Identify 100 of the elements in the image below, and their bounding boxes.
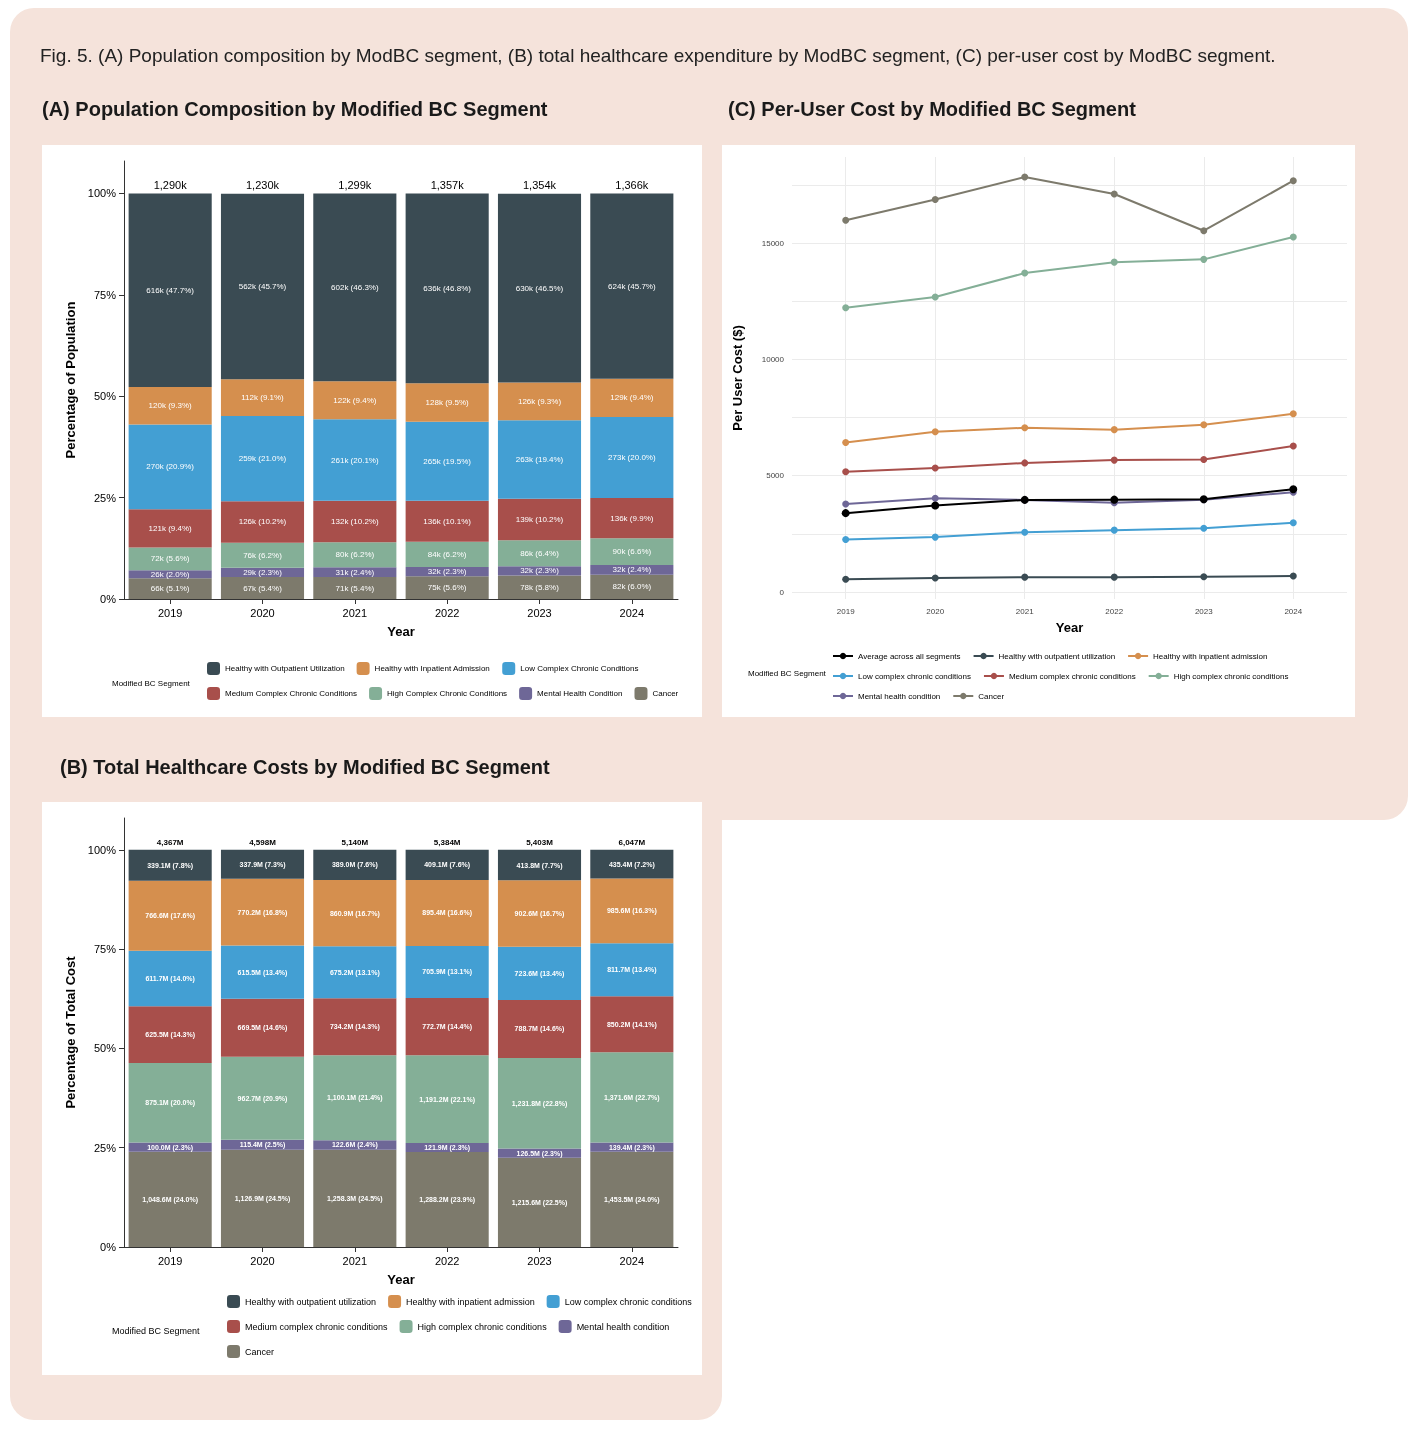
y-axis-title: Percentage of Population — [62, 301, 78, 459]
data-label: 263k (19.4%) — [515, 454, 564, 464]
annotation: 1,354k — [522, 178, 557, 191]
point — [1021, 573, 1029, 581]
bar — [405, 421, 489, 501]
point — [841, 509, 850, 518]
point — [1289, 233, 1297, 241]
bar — [590, 574, 674, 599]
point — [1289, 442, 1297, 450]
bar — [313, 381, 397, 420]
bar — [313, 193, 397, 382]
legend-label: Cancer — [652, 689, 679, 698]
x-tick-label: 2019 — [836, 606, 856, 616]
legend-title: Modified BC Segment — [112, 678, 191, 688]
chart-title: (C) Per-User Cost by Modified BC Segment — [728, 98, 1136, 121]
legend-label: Healthy with outpatient utilization — [245, 1296, 377, 1307]
bar — [220, 416, 305, 502]
annotation: 4,598M — [249, 838, 277, 848]
data-label: 29k (2.3%) — [243, 567, 283, 577]
data-label: 26k (2.0%) — [150, 569, 190, 579]
x-tick-label: 2023 — [1194, 606, 1214, 616]
bar — [128, 849, 212, 881]
bar — [313, 542, 397, 568]
x-tick-label: 2019 — [157, 1254, 183, 1267]
bar — [128, 880, 212, 951]
x-tick-label: 2020 — [250, 606, 275, 619]
point — [1289, 410, 1297, 418]
bar — [128, 1151, 212, 1247]
y-tick-label: 25% — [93, 491, 117, 504]
bar — [497, 849, 582, 881]
x-tick-label: 2022 — [434, 1254, 460, 1267]
legend-label: Healthy with Inpatient Admission — [374, 664, 490, 673]
annotation: 4,367M — [156, 838, 184, 848]
point — [842, 500, 850, 508]
bar — [313, 577, 397, 599]
point — [931, 494, 939, 502]
legend-label: Healthy with outpatient utilization — [998, 651, 1116, 661]
bar — [590, 378, 674, 417]
point — [842, 304, 850, 312]
bar — [313, 946, 397, 999]
point — [931, 196, 939, 204]
x-tick-label: 2021 — [342, 606, 368, 619]
bar — [313, 419, 397, 501]
bar — [313, 500, 397, 543]
annotation: 1,290k — [153, 178, 188, 191]
x-tick-label: 2024 — [619, 606, 645, 619]
y-tick-label: 0% — [100, 1241, 117, 1253]
bar — [497, 946, 582, 1000]
bar — [405, 879, 489, 946]
bar — [128, 578, 212, 599]
point — [1289, 519, 1297, 527]
legend-label: Low complex chronic conditions — [858, 671, 971, 681]
bar — [590, 498, 674, 539]
y-tick-label: 50% — [93, 390, 117, 403]
bar — [128, 547, 212, 571]
point — [1021, 528, 1029, 536]
point — [842, 438, 850, 446]
legend-label: Low Complex Chronic Conditions — [520, 664, 639, 673]
bar — [405, 383, 489, 422]
point — [1200, 455, 1208, 463]
bar — [497, 575, 582, 599]
bar — [497, 999, 582, 1058]
data-label: 132k (10.2%) — [331, 517, 379, 527]
bar — [405, 1152, 489, 1247]
point — [842, 575, 850, 583]
annotation: 5,403M — [526, 838, 554, 848]
bar — [405, 500, 489, 542]
legend-label: Medium complex chronic conditions — [245, 1321, 389, 1332]
data-label: 32k (2.3%) — [520, 566, 560, 576]
bar — [220, 878, 305, 946]
bar — [313, 1149, 397, 1247]
x-tick-label: 2022 — [1105, 606, 1124, 616]
data-label: 120k (9.3%) — [148, 401, 193, 411]
y-tick-label: 75% — [93, 943, 117, 956]
bar — [220, 577, 305, 599]
bar — [590, 538, 674, 565]
bar — [590, 878, 674, 944]
point — [1200, 227, 1208, 235]
annotation: 1,299k — [338, 178, 372, 191]
y-tick-label: 5000 — [766, 471, 785, 481]
annotation: 6,047M — [618, 838, 646, 848]
data-label: 139k (10.2%) — [515, 515, 564, 525]
chart-title: (B) Total Healthcare Costs by Modified BC Segment — [60, 756, 550, 779]
bar — [405, 541, 489, 567]
annotation: 5,384M — [433, 838, 461, 848]
point — [1200, 524, 1208, 532]
legend-label: Low complex chronic conditions — [564, 1296, 693, 1307]
y-tick-label: 100% — [87, 187, 117, 200]
data-label: 90k (6.6%) — [612, 547, 652, 557]
legend-label: Mental health condition — [858, 691, 941, 701]
x-tick-label: 2023 — [527, 606, 552, 619]
legend-label: Cancer — [245, 1346, 275, 1357]
data-label: 602k (46.3%) — [331, 282, 379, 292]
bar — [128, 1063, 212, 1143]
data-label: 624k (45.7%) — [608, 281, 656, 291]
point — [931, 574, 939, 582]
data-label: 82k (6.0%) — [612, 582, 652, 592]
data-label: 136k (9.9%) — [610, 513, 654, 523]
point — [1110, 426, 1118, 434]
legend-label: Healthy with inpatient admission — [1153, 651, 1268, 661]
